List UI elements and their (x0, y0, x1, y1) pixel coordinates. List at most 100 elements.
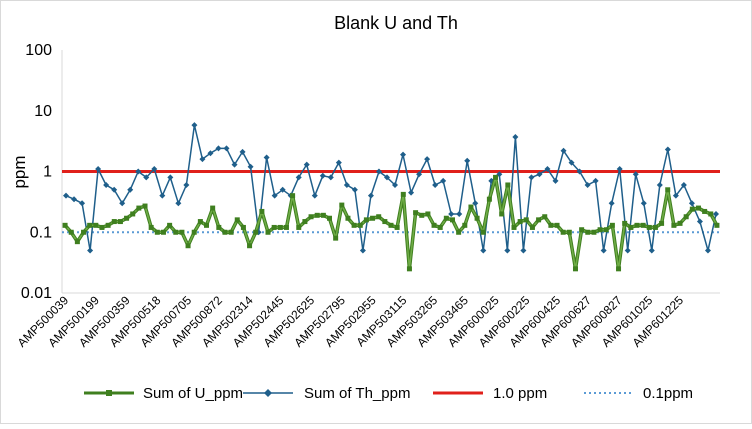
data-point (708, 211, 714, 217)
data-point (440, 177, 447, 184)
y-tick-label: 0.1 (30, 224, 52, 241)
legend-label: 1.0 ppm (493, 385, 547, 402)
data-point (231, 161, 238, 168)
data-point (424, 156, 431, 163)
data-point (616, 165, 623, 172)
data-point (576, 168, 583, 175)
y-axis-label: ppm (10, 155, 29, 188)
data-point (591, 229, 597, 235)
data-point (320, 212, 326, 218)
data-point (319, 172, 326, 179)
data-point (117, 219, 123, 225)
data-point (400, 151, 407, 158)
data-point (609, 222, 615, 228)
data-point (542, 214, 548, 220)
data-point (652, 224, 658, 230)
data-point (259, 208, 265, 214)
data-point (511, 224, 517, 230)
data-point (207, 150, 214, 157)
data-point (659, 220, 665, 226)
data-point (335, 159, 342, 166)
data-point (382, 219, 388, 225)
data-point (370, 215, 376, 221)
data-point (464, 157, 471, 164)
data-point (71, 196, 78, 203)
data-point (167, 174, 174, 181)
data-point (81, 229, 87, 235)
data-point (93, 222, 99, 228)
data-point (449, 217, 455, 223)
y-tick-label: 10 (34, 103, 52, 120)
data-point (517, 219, 523, 225)
data-point (154, 229, 160, 235)
data-point (311, 192, 318, 199)
data-point (677, 220, 683, 226)
data-point (431, 222, 437, 228)
data-point (671, 222, 677, 228)
data-point (419, 212, 425, 218)
data-point (640, 222, 646, 228)
data-point (597, 227, 603, 233)
y-tick-label: 1 (43, 164, 52, 181)
data-point (499, 211, 505, 217)
data-point (656, 181, 663, 188)
data-point (432, 181, 439, 188)
data-point (456, 229, 462, 235)
data-point (175, 200, 182, 207)
data-point (714, 222, 720, 228)
data-point (283, 224, 289, 230)
data-point (204, 222, 210, 228)
data-point (560, 147, 567, 154)
data-point (142, 203, 148, 209)
data-point (704, 247, 711, 254)
data-point (474, 215, 480, 221)
data-point (136, 205, 142, 211)
data-point (572, 266, 578, 272)
data-point (271, 224, 277, 230)
data-point (480, 229, 486, 235)
data-point (608, 200, 615, 207)
data-point (363, 217, 369, 223)
data-point (688, 200, 695, 207)
data-point (406, 266, 412, 272)
data-point (339, 202, 345, 208)
data-point (512, 133, 519, 140)
data-point (416, 171, 423, 178)
data-point (702, 208, 708, 214)
data-point (367, 192, 374, 199)
legend: Sum of U_ppm Sum of Th_ppm 1.0 ppm 0.1ppm (84, 385, 693, 402)
data-point (215, 145, 222, 152)
data-point (544, 165, 551, 172)
data-point (624, 247, 631, 254)
data-point (351, 222, 357, 228)
data-point (327, 215, 333, 221)
data-point (148, 224, 154, 230)
data-point (87, 222, 93, 228)
data-point (683, 214, 689, 220)
data-point (622, 220, 628, 226)
data-point (408, 189, 415, 196)
data-point (303, 161, 310, 168)
data-point (584, 181, 591, 188)
data-point (302, 219, 308, 225)
data-point (333, 235, 339, 241)
data-point (383, 174, 390, 181)
data-point (712, 210, 719, 217)
data-point (680, 181, 687, 188)
data-point (111, 219, 117, 225)
data-point (603, 227, 609, 233)
data-point (62, 222, 68, 228)
data-point (505, 182, 511, 188)
data-point (648, 247, 655, 254)
data-point (376, 214, 382, 220)
data-point (375, 168, 382, 175)
data-point (560, 229, 566, 235)
data-point (480, 247, 487, 254)
data-point (308, 214, 314, 220)
data-point (552, 177, 559, 184)
data-point (143, 174, 150, 181)
data-point (664, 146, 671, 153)
data-point (523, 217, 529, 223)
data-point (351, 186, 358, 193)
